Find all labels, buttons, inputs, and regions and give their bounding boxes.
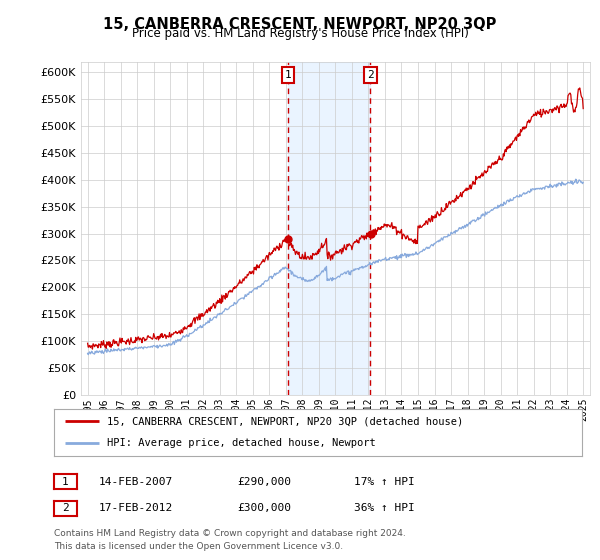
Text: £290,000: £290,000 [237, 477, 291, 487]
Bar [288, 62, 370, 395]
Text: Price paid vs. HM Land Registry's House Price Index (HPI): Price paid vs. HM Land Registry's House … [131, 27, 469, 40]
Text: 2: 2 [62, 503, 69, 514]
Text: 15, CANBERRA CRESCENT, NEWPORT, NP20 3QP (detached house): 15, CANBERRA CRESCENT, NEWPORT, NP20 3QP… [107, 416, 463, 426]
Text: 2: 2 [367, 70, 374, 80]
Text: Contains HM Land Registry data © Crown copyright and database right 2024.: Contains HM Land Registry data © Crown c… [54, 529, 406, 538]
Text: 17% ↑ HPI: 17% ↑ HPI [354, 477, 415, 487]
Text: 36% ↑ HPI: 36% ↑ HPI [354, 503, 415, 514]
Text: 1: 1 [284, 70, 291, 80]
Text: 1: 1 [62, 477, 69, 487]
Text: 14-FEB-2007: 14-FEB-2007 [99, 477, 173, 487]
Text: 17-FEB-2012: 17-FEB-2012 [99, 503, 173, 514]
Text: HPI: Average price, detached house, Newport: HPI: Average price, detached house, Newp… [107, 438, 376, 448]
Text: This data is licensed under the Open Government Licence v3.0.: This data is licensed under the Open Gov… [54, 542, 343, 551]
Text: £300,000: £300,000 [237, 503, 291, 514]
Text: 15, CANBERRA CRESCENT, NEWPORT, NP20 3QP: 15, CANBERRA CRESCENT, NEWPORT, NP20 3QP [103, 17, 497, 32]
